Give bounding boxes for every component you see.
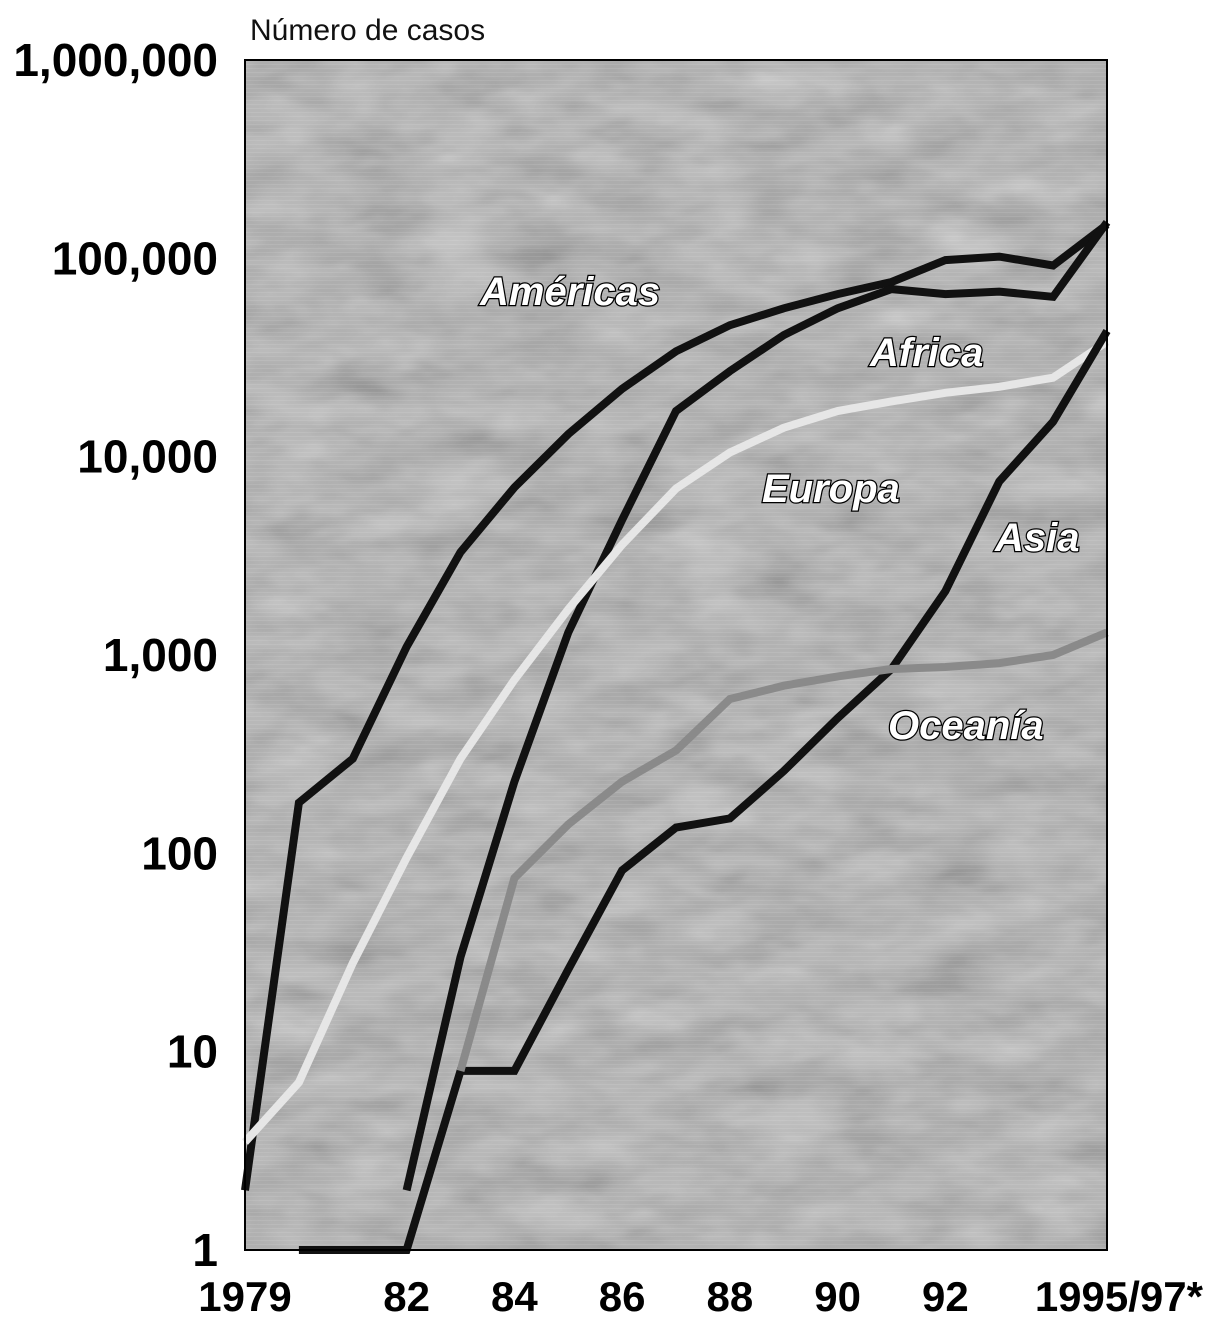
series-line-americas [241, 221, 1110, 1191]
label-africa: Africa [869, 331, 983, 375]
y-tick-label: 1,000 [103, 629, 218, 681]
x-tick-label: 92 [922, 1273, 969, 1318]
y-axis-title: Número de casos [250, 14, 485, 47]
y-tick-label: 1,000,000 [13, 34, 218, 86]
plot-hatch [245, 60, 1107, 1250]
series-line-asia [298, 328, 1111, 1254]
series-line-oceania [456, 628, 1109, 1072]
series-line-europa [242, 338, 1110, 1145]
label-oceania: Oceanía [888, 704, 1044, 748]
label-europa: Europa [762, 467, 900, 511]
label-americas: Américas [479, 270, 660, 314]
x-axis: 1979 82 84 86 88 90 92 1995/97* [198, 1273, 1203, 1318]
x-tick-label: 88 [707, 1273, 754, 1318]
x-tick-label: 1995/97* [1035, 1273, 1204, 1318]
plot-area [241, 59, 1111, 1254]
y-tick-label: 10 [167, 1026, 218, 1078]
series-line-africa [402, 219, 1111, 1192]
x-tick-label: 1979 [198, 1273, 291, 1318]
x-tick-label: 84 [491, 1273, 538, 1318]
y-tick-label: 100 [141, 827, 218, 879]
x-tick-label: 86 [599, 1273, 646, 1318]
y-axis: 1 10 100 1,000 10,000 100,000 1,000,000 [13, 34, 218, 1276]
plot-frame [244, 59, 1108, 1251]
y-tick-label: 100,000 [52, 232, 218, 284]
y-tick-label: 1 [192, 1224, 218, 1276]
x-tick-label: 82 [383, 1273, 430, 1318]
y-tick-label: 10,000 [77, 431, 218, 483]
series-layer [241, 219, 1111, 1254]
label-asia: Asia [994, 516, 1080, 560]
x-tick-label: 90 [814, 1273, 861, 1318]
